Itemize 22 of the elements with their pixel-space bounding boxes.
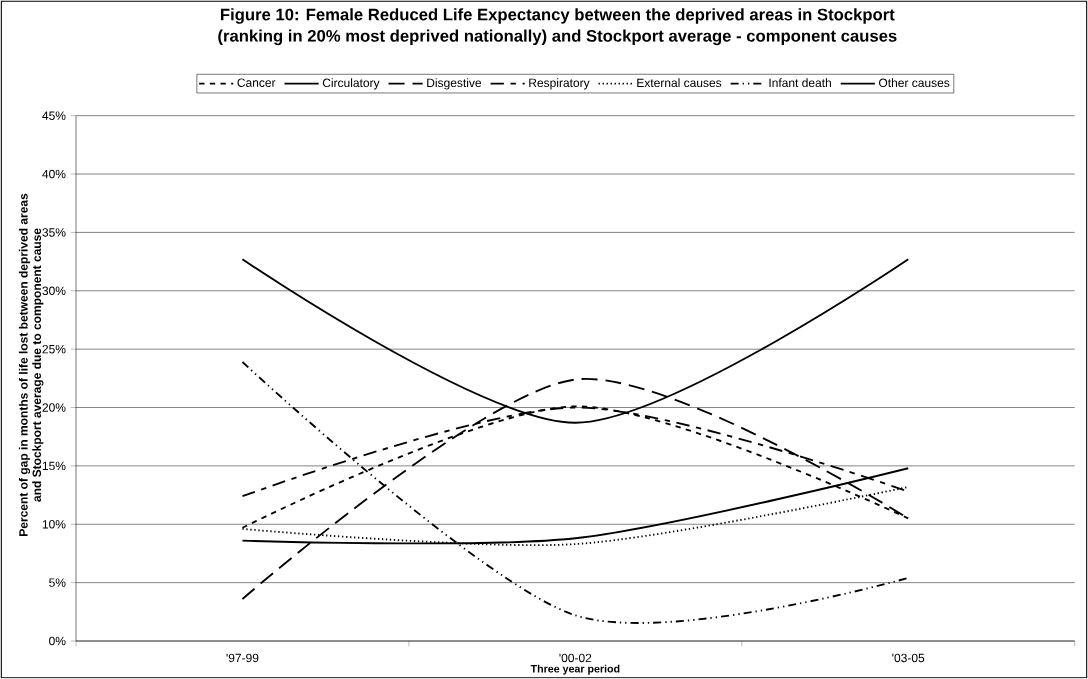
y-tick-label: 20% [42, 403, 66, 412]
y-tick-label: 35% [42, 228, 66, 237]
y-tick-label: 30% [42, 286, 66, 296]
legend-label: Respiratory [529, 78, 590, 90]
y-tick-label: 25% [42, 344, 66, 354]
y-tick-label: 40% [42, 169, 66, 179]
chart-title: Figure 10: Female Reduced Life Expectancy between the deprived areas in Stockport (ranking in 20% most deprived nationally) and Stockport average - component causes [218, 8, 897, 46]
y-tick-label: 15% [42, 461, 66, 471]
y-tick-label: 10% [42, 520, 66, 529]
y-tick-label: 0% [49, 636, 66, 646]
y-tick-label: 45% [42, 111, 66, 120]
x-tick-label: '97-99 [226, 653, 259, 663]
x-axis-title: Three year period [530, 664, 620, 675]
legend-label: Circulatory [322, 78, 380, 90]
legend-label: Cancer [237, 78, 276, 87]
legend-label: External causes [637, 78, 722, 88]
y-tick-label: 5% [49, 578, 66, 587]
legend-label: Infant death [769, 78, 831, 88]
legend-label: Disgestive [427, 78, 482, 90]
legend-label: Other causes [879, 78, 950, 88]
x-tick-label: '03-05 [892, 653, 925, 663]
x-tick-label: '00-02 [559, 653, 592, 663]
